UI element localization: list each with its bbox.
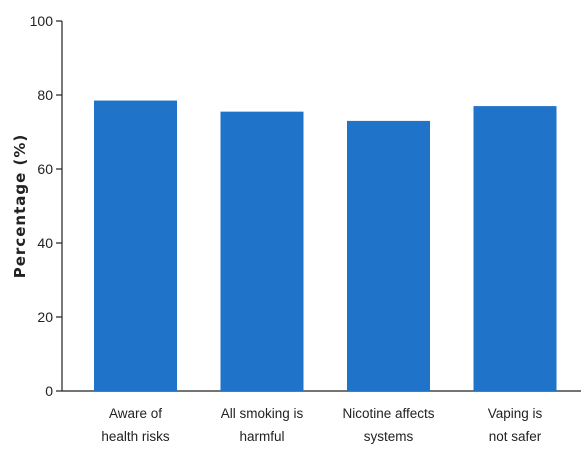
x-tick-label: Aware of	[109, 406, 162, 421]
bar	[220, 111, 304, 392]
x-tick-label: not safer	[489, 429, 542, 444]
x-labels: Aware of health risks All smoking is harmfu…	[101, 406, 542, 444]
y-tick-label: 40	[37, 235, 53, 251]
x-tick-label: Nicotine affects	[342, 406, 434, 421]
bar	[94, 100, 177, 392]
y-ticks: 0 20 40 60 80 100	[30, 13, 62, 399]
y-tick-label: 60	[37, 161, 53, 177]
y-tick-label: 80	[37, 87, 53, 103]
x-tick-label: harmful	[239, 429, 284, 444]
x-tick-label: All smoking is	[221, 406, 304, 421]
y-tick-label: 0	[45, 383, 53, 399]
x-tick-label: systems	[364, 429, 414, 444]
y-axis-title: Percentage (%)	[11, 134, 29, 278]
bars	[94, 100, 557, 392]
bar	[473, 106, 557, 391]
x-tick-label: Vaping is	[488, 406, 543, 421]
bar	[347, 120, 430, 392]
y-tick-label: 20	[37, 309, 53, 325]
x-tick-label: health risks	[101, 429, 170, 444]
y-tick-label: 100	[30, 13, 54, 29]
